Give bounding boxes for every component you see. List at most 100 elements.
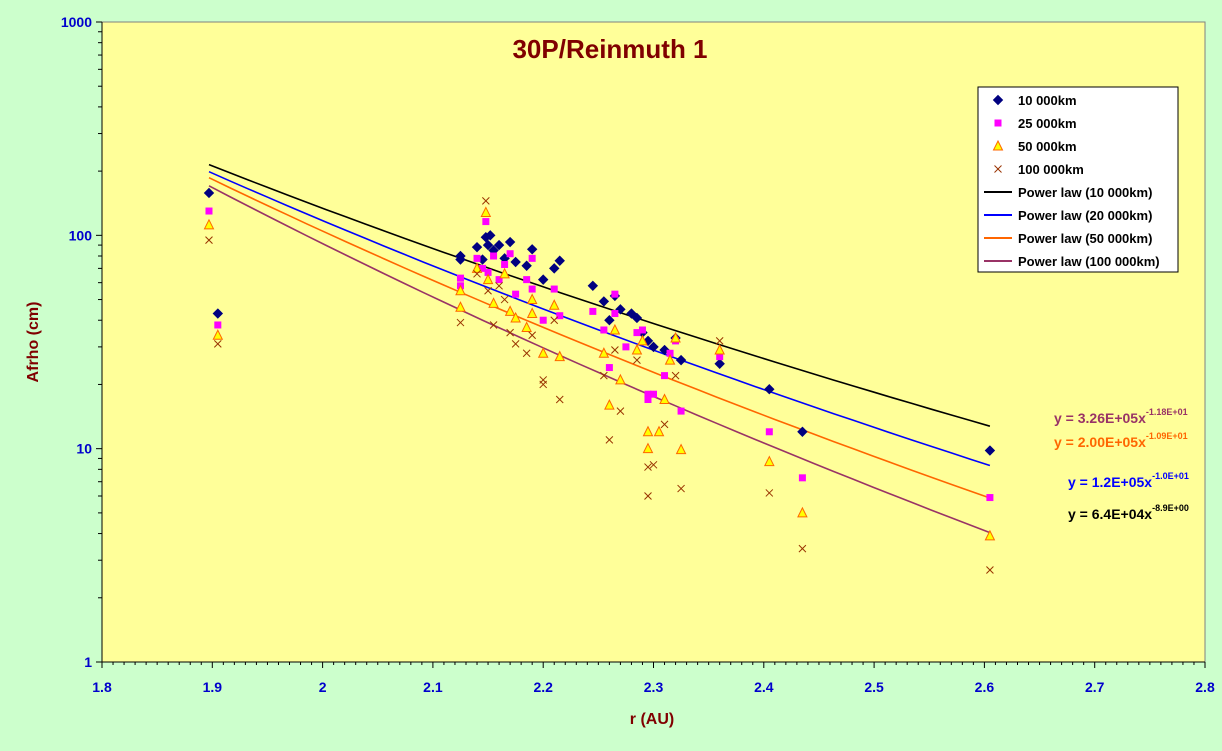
x-marker-stroke: [506, 328, 514, 337]
square-marker: [539, 316, 547, 324]
diamond-marker: [549, 263, 560, 274]
square-marker: [661, 372, 669, 380]
diamond-marker: [471, 241, 483, 253]
square-marker: [611, 290, 619, 298]
triangle-marker: [526, 307, 538, 319]
triangle-marker: [764, 455, 775, 467]
triangle-marker: [480, 206, 492, 217]
x-marker: [660, 420, 669, 429]
x-marker-stroke: [644, 492, 652, 500]
square-marker: [550, 285, 558, 293]
triangle-marker: [203, 218, 215, 230]
x-marker: [605, 435, 614, 444]
square-marker: [611, 310, 619, 318]
square-marker: [501, 260, 509, 268]
triangle-marker: [212, 329, 224, 340]
triangle-marker: [488, 297, 499, 308]
diamond-marker: [526, 244, 538, 255]
x-marker-stroke: [481, 197, 490, 205]
legend-label: 10 000km: [1018, 93, 1077, 108]
triangle-marker: [642, 425, 654, 437]
x-marker-stroke: [213, 339, 222, 348]
square-marker: [523, 276, 531, 284]
triangle-marker: [664, 354, 676, 365]
diamond-marker: [992, 94, 1004, 106]
x-marker: [495, 281, 503, 290]
x-marker-stroke: [611, 346, 619, 354]
x-marker: [481, 197, 490, 205]
x-marker-stroke: [539, 376, 548, 384]
y-tick-label: 100: [69, 227, 93, 243]
x-axis-title: r (AU): [630, 711, 674, 728]
triangle-marker: [482, 273, 494, 285]
legend-label: Power law (10 000km): [1018, 185, 1152, 200]
x-tick-label: 2.2: [533, 679, 553, 695]
x-marker-stroke: [671, 371, 680, 380]
fit-line: [208, 163, 991, 427]
triangle-marker: [526, 293, 538, 305]
square-marker: [716, 353, 724, 361]
x-marker-stroke: [994, 165, 1002, 173]
axes: 1 10 100 1000 1.8 1.9 2 2.1 2.2 2.3 2.4 2.5 2.6 2.7 2.…: [61, 14, 1215, 695]
triangle-marker: [631, 343, 643, 355]
square-marker: [605, 364, 613, 372]
triangle-marker: [615, 373, 626, 385]
triangle-marker: [510, 311, 521, 323]
x-tick-label: 2: [319, 679, 327, 695]
x-marker: [500, 295, 509, 304]
x-tick-label: 2.7: [1085, 679, 1105, 695]
square-marker: [205, 207, 213, 215]
x-marker-stroke: [550, 316, 559, 325]
diamond-marker: [455, 254, 466, 265]
x-marker: [671, 371, 680, 380]
square-marker: [666, 349, 674, 357]
legend-label: 50 000km: [1018, 139, 1077, 154]
square-marker: [528, 285, 536, 293]
x-marker: [539, 376, 548, 384]
x-marker: [213, 339, 222, 348]
triangle-marker: [471, 262, 483, 273]
x-marker-stroke: [765, 489, 774, 497]
x-marker-stroke: [473, 269, 481, 278]
x-marker-stroke: [522, 349, 531, 358]
x-marker: [550, 316, 559, 325]
x-marker: [528, 331, 537, 340]
square-marker: [479, 264, 487, 272]
triangle-marker: [653, 425, 665, 437]
square-marker: [589, 307, 597, 315]
square-marker: [490, 252, 498, 260]
y-tick-label: 1000: [61, 14, 92, 30]
legend-label: 100 000km: [1018, 162, 1084, 177]
x-marker: [506, 328, 514, 337]
x-marker-stroke: [660, 420, 669, 429]
x-marker: [456, 318, 465, 327]
x-marker: [649, 460, 658, 469]
diamond-marker: [797, 426, 808, 437]
diamond-marker: [984, 445, 996, 456]
triangle-marker: [499, 267, 510, 279]
x-marker-stroke: [605, 435, 614, 444]
x-marker: [600, 371, 608, 380]
x-tick-label: 1.9: [203, 679, 223, 695]
square-marker: [650, 390, 657, 398]
diamond-marker: [604, 315, 615, 326]
triangle-marker: [637, 334, 648, 346]
x-marker-stroke: [205, 236, 213, 244]
chart-title: 30P/Reinmuth 1: [512, 34, 707, 64]
triangle-marker: [554, 350, 566, 362]
square-marker: [644, 390, 652, 398]
diamond-marker: [212, 308, 224, 319]
x-marker: [511, 339, 520, 348]
legend-label: Power law (100 000km): [1018, 254, 1160, 269]
x-marker: [798, 544, 807, 553]
square-marker: [214, 321, 222, 329]
x-marker-stroke: [677, 484, 685, 493]
y-axis-title: Afrho (cm): [25, 302, 42, 383]
x-marker-stroke: [511, 339, 520, 348]
x-tick-label: 2.5: [864, 679, 884, 695]
diamond-marker: [631, 312, 643, 324]
square-marker: [512, 290, 520, 298]
fit-equation: y = 2.00E+05x-1.09E+01: [1054, 431, 1188, 450]
diamond-marker: [714, 358, 725, 369]
